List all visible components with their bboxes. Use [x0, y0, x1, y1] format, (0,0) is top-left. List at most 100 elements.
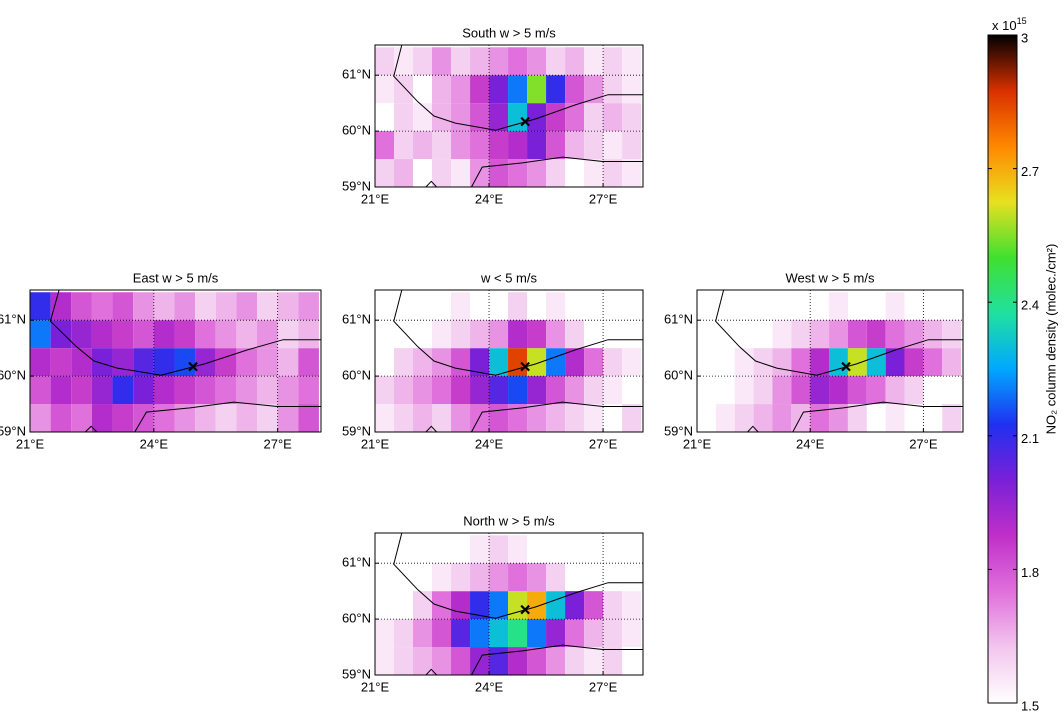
cell: [546, 131, 566, 160]
cell: [257, 376, 278, 405]
cell: [236, 320, 258, 349]
cell: [257, 348, 278, 377]
cell: [451, 292, 471, 321]
cell: [394, 348, 414, 377]
cell: [527, 47, 547, 76]
cell: [489, 404, 509, 432]
cell: [866, 348, 886, 377]
cell: [546, 320, 566, 349]
cell: [829, 404, 848, 432]
cell: [603, 75, 623, 104]
cell: [277, 348, 299, 377]
colorbar-tick-label: 1.5: [1021, 698, 1039, 713]
cell: [298, 376, 319, 405]
cell: [236, 404, 258, 432]
coastline: [471, 156, 643, 187]
cell: [298, 292, 319, 321]
cell: [565, 320, 585, 349]
coastline: [393, 533, 643, 619]
cell: [546, 647, 566, 675]
plot-area: [375, 45, 643, 187]
cell: [236, 348, 258, 377]
cell: [195, 292, 216, 321]
cell: [112, 404, 134, 432]
cell: [508, 159, 528, 187]
cell: [375, 647, 395, 675]
cell: [432, 47, 452, 76]
cell: [375, 47, 395, 76]
cell: [584, 103, 604, 132]
cell: [622, 591, 642, 620]
cell: [829, 292, 848, 321]
cell: [622, 47, 642, 76]
coastline: [715, 290, 963, 376]
cell: [508, 647, 528, 675]
cell: [772, 348, 792, 377]
cell: [603, 47, 623, 76]
axes-frame: [374, 44, 644, 188]
cell: [527, 103, 547, 132]
cell: [584, 47, 604, 76]
cell: [527, 404, 547, 432]
cell: [413, 404, 433, 432]
cell: [451, 75, 471, 104]
cell: [527, 75, 547, 104]
cell: [791, 348, 811, 377]
exponent-power: 15: [1017, 16, 1027, 26]
cell: [470, 591, 490, 620]
cell: [30, 320, 51, 349]
cell: [715, 404, 735, 432]
cell: [810, 404, 830, 432]
cell: [565, 47, 585, 76]
cell: [508, 131, 528, 160]
y-tick-label: 61°N: [664, 312, 693, 327]
cell: [71, 404, 92, 432]
cell: [257, 320, 278, 349]
cell: [584, 591, 604, 620]
x-tick-label: 24°E: [796, 436, 825, 451]
cell: [394, 404, 414, 432]
panel-title: West w > 5 m/s: [786, 270, 875, 285]
coastline: [425, 180, 438, 187]
panel-title: North w > 5 m/s: [463, 513, 555, 528]
cell: [489, 376, 509, 405]
cell: [546, 75, 566, 104]
cell: [236, 292, 258, 321]
cell: [394, 619, 414, 648]
cell: [489, 103, 509, 132]
cell: [91, 404, 113, 432]
cell: [885, 292, 905, 321]
cell: [546, 376, 566, 405]
cell: [508, 75, 528, 104]
cell: [71, 348, 92, 377]
cell: [375, 75, 395, 104]
cell: [277, 320, 299, 349]
cell: [451, 320, 471, 349]
cell: [527, 376, 547, 405]
coastline: [471, 401, 643, 432]
cell: [622, 75, 642, 104]
cell: [394, 376, 414, 405]
cell: [30, 404, 51, 432]
x-tick-label: 27°E: [589, 679, 618, 694]
cell: [432, 320, 452, 349]
cell: [508, 404, 528, 432]
cell: [451, 159, 471, 187]
cell: [298, 348, 319, 377]
coastline: [471, 644, 643, 675]
x-tick-label: 21°E: [16, 436, 45, 451]
cell: [584, 348, 604, 377]
cell: [375, 404, 395, 432]
cell: [584, 619, 604, 648]
cell: [508, 563, 528, 592]
cell: [236, 376, 258, 405]
cell: [810, 376, 830, 405]
x-tick-label: 24°E: [475, 436, 504, 451]
cell: [489, 131, 509, 160]
cell: [394, 159, 414, 187]
cell: [603, 591, 623, 620]
cell: [734, 348, 754, 377]
y-tick-label: 59°N: [664, 423, 693, 438]
cell: [432, 404, 452, 432]
cell: [923, 320, 943, 349]
